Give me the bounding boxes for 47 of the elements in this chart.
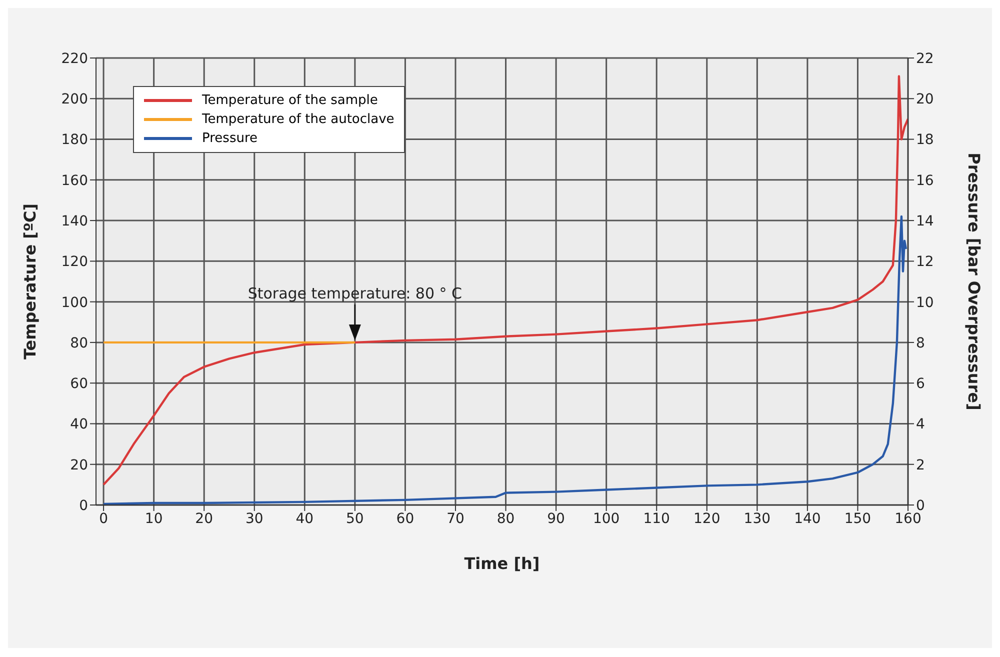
y2-tick-label: 8	[916, 335, 925, 352]
y-tick-label: 200	[61, 92, 88, 108]
y2-tick-label: 16	[916, 172, 934, 189]
x-tick-label: 60	[396, 510, 414, 527]
x-tick-label: 110	[643, 510, 670, 527]
x-axis-title: Time [h]	[464, 554, 540, 573]
line-series	[102, 75, 908, 486]
legend-label: Pressure	[202, 131, 258, 146]
x-tick-label: 90	[547, 510, 565, 527]
x-tick-label: 20	[195, 510, 214, 527]
y2-tick-label: 20	[916, 92, 934, 108]
y-tick-label: 140	[61, 214, 88, 230]
y-tick-label: 60	[70, 376, 88, 392]
x-tick-label: 30	[245, 510, 264, 527]
x-tick-label: 140	[794, 510, 821, 527]
y-tick-label: 80	[70, 335, 88, 352]
y2-tick-label: 12	[916, 254, 934, 270]
x-tick-label: 120	[694, 510, 720, 527]
x-tick-label: 50	[346, 510, 364, 527]
y-tick-label: 100	[61, 294, 88, 311]
x-tick-label: 80	[496, 510, 515, 527]
y2-tick-label: 22	[916, 50, 934, 67]
y2-tick-label: 14	[916, 214, 934, 230]
y2-tick-label: 10	[916, 294, 934, 311]
x-tick-label: 40	[296, 510, 314, 527]
y-axis-title: Temperature [ºC]	[20, 203, 40, 360]
y2-axis-title: Pressure [bar Overpressure]	[964, 152, 984, 410]
y-tick-label: 20	[70, 457, 88, 474]
x-tick-label: 0	[99, 510, 108, 527]
legend-label: Temperature of the sample	[202, 93, 378, 108]
x-tick-label: 100	[592, 510, 620, 527]
legend-label: Temperature of the autoclave	[202, 112, 394, 127]
y-tick-label: 160	[61, 172, 88, 189]
y-tick-label: 120	[61, 254, 88, 270]
y2-tick-label: 4	[916, 416, 925, 433]
x-tick-label: 70	[446, 510, 464, 527]
x-tick-label: 10	[144, 510, 163, 527]
x-tick-label: 130	[744, 510, 771, 527]
y2-tick-label: 6	[916, 376, 925, 392]
x-tick-label: 150	[844, 510, 872, 527]
y2-tick-label: 2	[916, 457, 925, 474]
y-tick-label: 0	[79, 498, 88, 514]
line-series	[102, 215, 908, 505]
y-tick-label: 40	[70, 416, 88, 433]
y-tick-label: 220	[61, 50, 88, 67]
y-tick-label: 180	[61, 132, 88, 148]
y2-tick-label: 18	[916, 132, 934, 148]
